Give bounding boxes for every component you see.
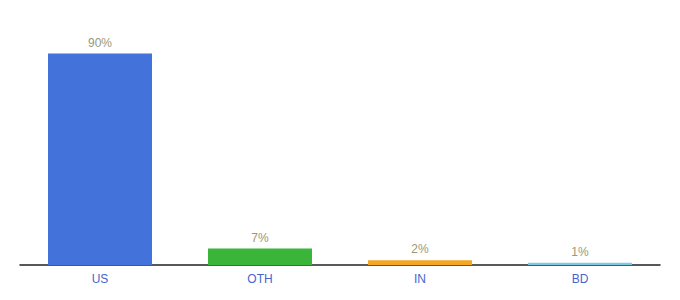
- svg-text:2%: 2%: [411, 242, 429, 256]
- svg-text:OTH: OTH: [247, 272, 272, 286]
- svg-text:US: US: [92, 272, 109, 286]
- svg-text:IN: IN: [414, 272, 426, 286]
- svg-text:90%: 90%: [88, 36, 112, 50]
- svg-text:7%: 7%: [251, 231, 269, 245]
- svg-text:BD: BD: [572, 272, 589, 286]
- svg-text:1%: 1%: [571, 245, 589, 259]
